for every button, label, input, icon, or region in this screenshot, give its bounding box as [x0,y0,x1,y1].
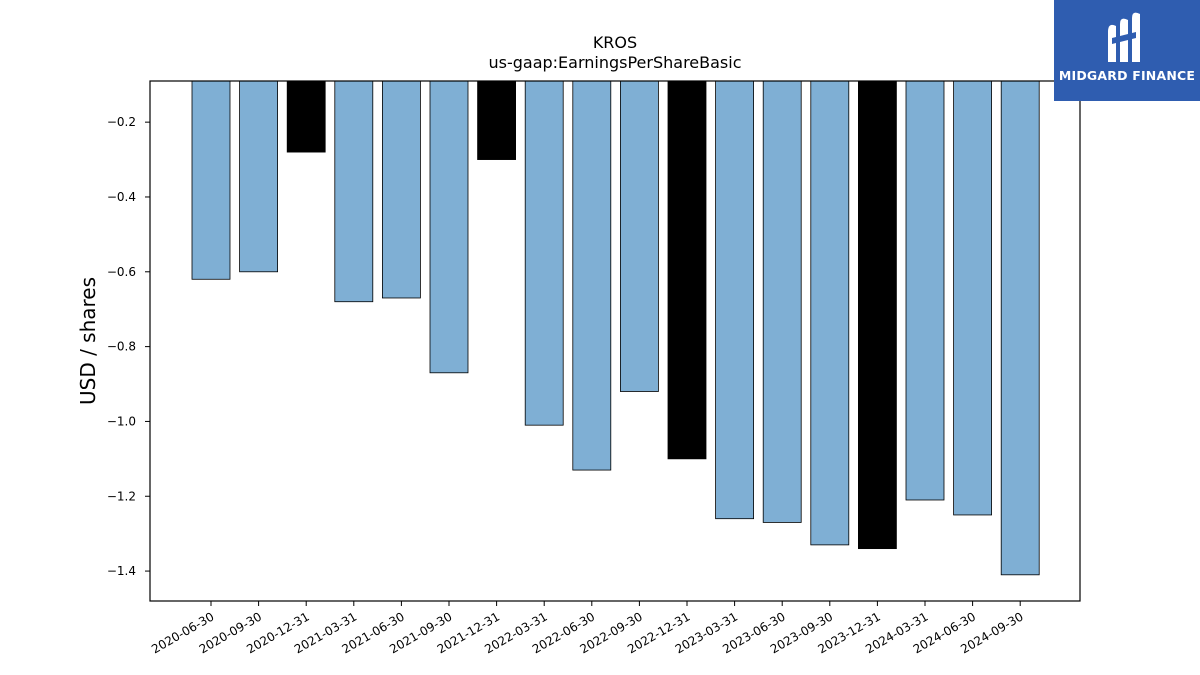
bar-2022-03-31 [524,80,564,426]
bar-2021-03-31 [334,80,374,303]
bar-2022-12-31 [667,80,707,460]
y-tick-label: −0.8 [107,340,136,354]
bar-2024-09-30 [1000,80,1040,576]
y-tick-label: −1.4 [107,564,136,578]
brand-name: MIDGARD FINANCE [1058,68,1196,83]
brand-logo: MIDGARD FINANCE [1054,0,1200,101]
bar-2022-06-30 [572,80,612,471]
y-tick-label: −0.6 [107,265,136,279]
bar-2023-09-30 [810,80,850,546]
bar-2024-03-31 [905,80,945,501]
y-axis-ticks: −0.2 −0.4 −0.6 −0.8 −1.0 −1.2 −1.4 [107,115,150,578]
bar-2020-06-30 [191,80,231,280]
bar-2021-09-30 [429,80,469,374]
bar-2022-09-30 [620,80,659,392]
bar-2023-03-31 [715,80,754,520]
chart-title: KROS [593,33,637,52]
y-tick-label: −0.2 [107,115,136,129]
bars [191,80,1040,576]
bar-2021-06-30 [381,80,421,299]
bar-2023-12-31 [858,80,897,550]
bar-2020-12-31 [286,80,326,153]
y-axis-label: USD / shares [76,277,100,405]
x-axis-ticks: 2020-06-302020-09-302020-12-312021-03-31… [149,601,1026,656]
chart-subtitle: us-gaap:EarningsPerShareBasic [488,53,741,72]
bar-2021-12-31 [477,80,517,160]
y-tick-label: −1.2 [107,489,136,503]
bar-2024-06-30 [953,80,992,516]
y-tick-label: −0.4 [107,190,136,204]
bar-2020-09-30 [239,80,279,273]
bar-2023-06-30 [762,80,802,523]
y-tick-label: −1.0 [107,414,136,428]
midgard-logo-icon [1108,12,1140,63]
plot-frame [149,80,1081,602]
